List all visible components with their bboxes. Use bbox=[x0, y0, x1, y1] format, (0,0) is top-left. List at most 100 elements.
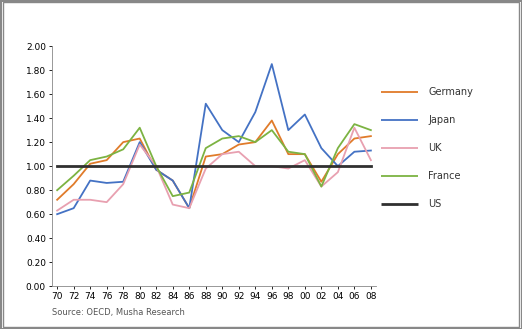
Japan bbox=[335, 164, 341, 168]
Germany bbox=[235, 142, 242, 146]
Japan bbox=[70, 206, 77, 210]
Japan bbox=[103, 181, 110, 185]
UK bbox=[368, 158, 374, 162]
France bbox=[87, 158, 93, 162]
France bbox=[186, 190, 193, 194]
US bbox=[70, 164, 77, 168]
Japan bbox=[203, 102, 209, 106]
Germany bbox=[285, 152, 291, 156]
UK bbox=[87, 198, 93, 202]
France bbox=[285, 150, 291, 154]
UK bbox=[235, 150, 242, 154]
Japan bbox=[235, 140, 242, 144]
Germany bbox=[302, 152, 308, 156]
Germany bbox=[351, 137, 358, 140]
Text: Germany: Germany bbox=[428, 87, 473, 97]
US bbox=[170, 164, 176, 168]
Japan bbox=[302, 113, 308, 116]
US bbox=[235, 164, 242, 168]
Japan bbox=[87, 179, 93, 183]
Japan bbox=[219, 128, 226, 132]
Germany bbox=[252, 140, 258, 144]
UK bbox=[285, 166, 291, 170]
Japan bbox=[186, 206, 193, 210]
France bbox=[318, 185, 325, 189]
US bbox=[137, 164, 143, 168]
US bbox=[351, 164, 358, 168]
Germany bbox=[170, 179, 176, 183]
Text: US: US bbox=[428, 199, 441, 209]
Germany bbox=[269, 118, 275, 122]
Germany bbox=[318, 180, 325, 184]
France bbox=[203, 146, 209, 150]
UK bbox=[70, 198, 77, 202]
France bbox=[252, 140, 258, 144]
US bbox=[186, 164, 193, 168]
Germany bbox=[219, 152, 226, 156]
US bbox=[54, 164, 60, 168]
UK bbox=[269, 164, 275, 168]
UK bbox=[219, 152, 226, 156]
Germany bbox=[186, 206, 193, 210]
Germany bbox=[137, 137, 143, 140]
US bbox=[103, 164, 110, 168]
UK bbox=[335, 170, 341, 174]
UK bbox=[351, 126, 358, 130]
Germany bbox=[103, 158, 110, 162]
France bbox=[269, 128, 275, 132]
Japan bbox=[318, 146, 325, 150]
France bbox=[70, 174, 77, 178]
France bbox=[302, 152, 308, 156]
UK bbox=[153, 164, 159, 168]
France bbox=[103, 155, 110, 159]
Text: Source: OECD, Musha Research: Source: OECD, Musha Research bbox=[52, 309, 185, 317]
US bbox=[153, 164, 159, 168]
Germany bbox=[70, 182, 77, 186]
US bbox=[252, 164, 258, 168]
US bbox=[120, 164, 126, 168]
US bbox=[203, 164, 209, 168]
UK bbox=[318, 185, 325, 189]
France bbox=[351, 122, 358, 126]
France bbox=[54, 188, 60, 192]
Germany bbox=[153, 168, 159, 172]
Line: UK: UK bbox=[57, 128, 371, 211]
France bbox=[235, 134, 242, 138]
UK bbox=[120, 182, 126, 186]
Japan bbox=[170, 179, 176, 183]
UK bbox=[252, 164, 258, 168]
France bbox=[335, 146, 341, 150]
UK bbox=[54, 209, 60, 213]
Japan bbox=[351, 150, 358, 154]
Line: Japan: Japan bbox=[57, 64, 371, 214]
US bbox=[219, 164, 226, 168]
Germany bbox=[368, 134, 374, 138]
France bbox=[137, 126, 143, 130]
Germany bbox=[120, 140, 126, 144]
Text: Japan: Japan bbox=[428, 115, 455, 125]
UK bbox=[203, 166, 209, 170]
UK bbox=[302, 158, 308, 162]
France bbox=[120, 147, 126, 151]
UK bbox=[186, 206, 193, 210]
France bbox=[153, 164, 159, 168]
Japan bbox=[153, 168, 159, 172]
Japan bbox=[252, 110, 258, 114]
Line: France: France bbox=[57, 124, 371, 196]
Germany bbox=[335, 152, 341, 156]
Japan bbox=[137, 140, 143, 144]
Japan bbox=[120, 180, 126, 184]
UK bbox=[137, 142, 143, 146]
Germany bbox=[203, 155, 209, 159]
US bbox=[368, 164, 374, 168]
Japan bbox=[54, 212, 60, 216]
US bbox=[87, 164, 93, 168]
US bbox=[285, 164, 291, 168]
Text: Figure 7 :  Domestic-Overseas  Price Multiples in Major Countries: Figure 7 : Domestic-Overseas Price Multi… bbox=[8, 17, 441, 30]
Germany bbox=[54, 198, 60, 202]
UK bbox=[103, 200, 110, 204]
Germany bbox=[87, 162, 93, 166]
US bbox=[318, 164, 325, 168]
France bbox=[170, 194, 176, 198]
France bbox=[368, 128, 374, 132]
